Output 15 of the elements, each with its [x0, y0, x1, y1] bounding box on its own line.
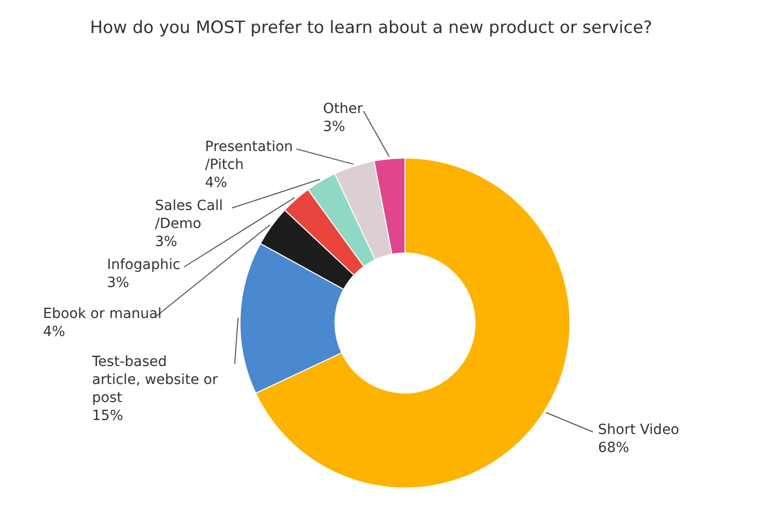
data-label: 3% [107, 275, 130, 291]
slice-label: Test-based article, website or post [91, 354, 218, 406]
slice-label: Short Video [598, 422, 680, 438]
slice-label: Infogaphic [107, 257, 180, 273]
data-label: 68% [598, 440, 630, 456]
data-label: 15% [92, 408, 124, 424]
slice-label: Presentation /Pitch [205, 139, 293, 173]
data-label: 3% [323, 119, 346, 135]
slice-label: Other [323, 101, 363, 117]
data-label: 4% [205, 175, 228, 191]
chart-title: How do you MOST prefer to learn about a new product or service? [90, 18, 652, 38]
slice-label: Sales Call /Demo [155, 198, 223, 232]
slice-label: Ebook or manual [43, 306, 162, 322]
data-label: 3% [155, 234, 178, 250]
data-label: 4% [43, 324, 66, 340]
